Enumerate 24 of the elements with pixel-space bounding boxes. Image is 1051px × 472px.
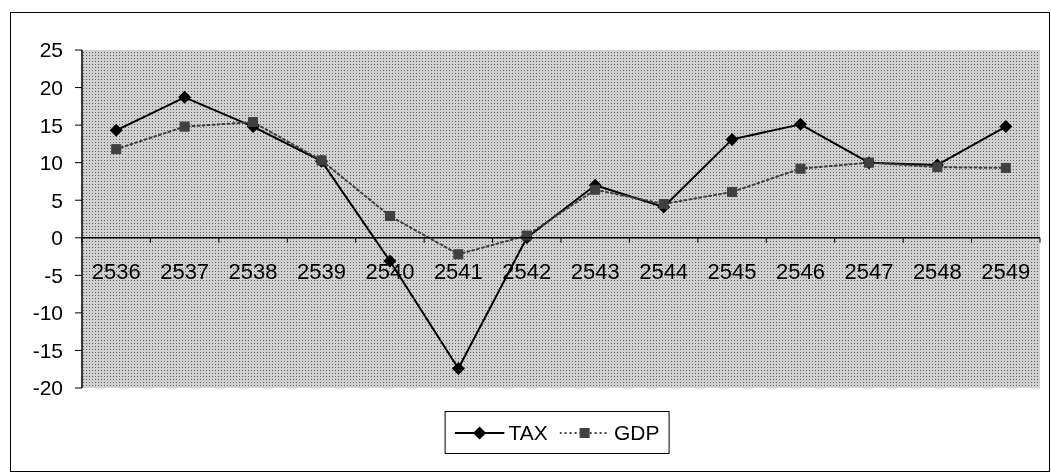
x-tick-label: 2549	[981, 259, 1031, 285]
y-tick-label: 10	[39, 151, 63, 175]
y-tick-label: 5	[51, 188, 63, 212]
y-tick-label: -5	[44, 263, 63, 287]
legend-label: GDP	[613, 420, 660, 445]
x-tick-label: 2548	[912, 259, 962, 285]
x-tick-label: 2544	[639, 259, 689, 285]
y-tick-label: 20	[39, 76, 63, 100]
y-tick-label: -20	[32, 376, 63, 400]
y-tick-label: 0	[51, 226, 63, 250]
x-tick-label: 2541	[433, 259, 483, 285]
y-tick-label: 15	[39, 113, 63, 137]
x-tick-label: 2538	[228, 259, 278, 285]
x-tick-label: 2545	[707, 259, 757, 285]
x-tick-label: 2546	[776, 259, 825, 285]
y-tick-label: 25	[39, 38, 63, 62]
x-tick-label: 2537	[160, 259, 210, 285]
x-tick-label: 2539	[297, 259, 346, 285]
y-tick-label: -15	[32, 338, 63, 362]
x-tick-label: 2543	[570, 259, 620, 285]
legend-label: TAX	[508, 420, 548, 445]
x-tick-label: 2536	[91, 259, 141, 285]
x-tick-label: 2547	[844, 259, 894, 285]
y-tick-label: -10	[32, 301, 63, 325]
